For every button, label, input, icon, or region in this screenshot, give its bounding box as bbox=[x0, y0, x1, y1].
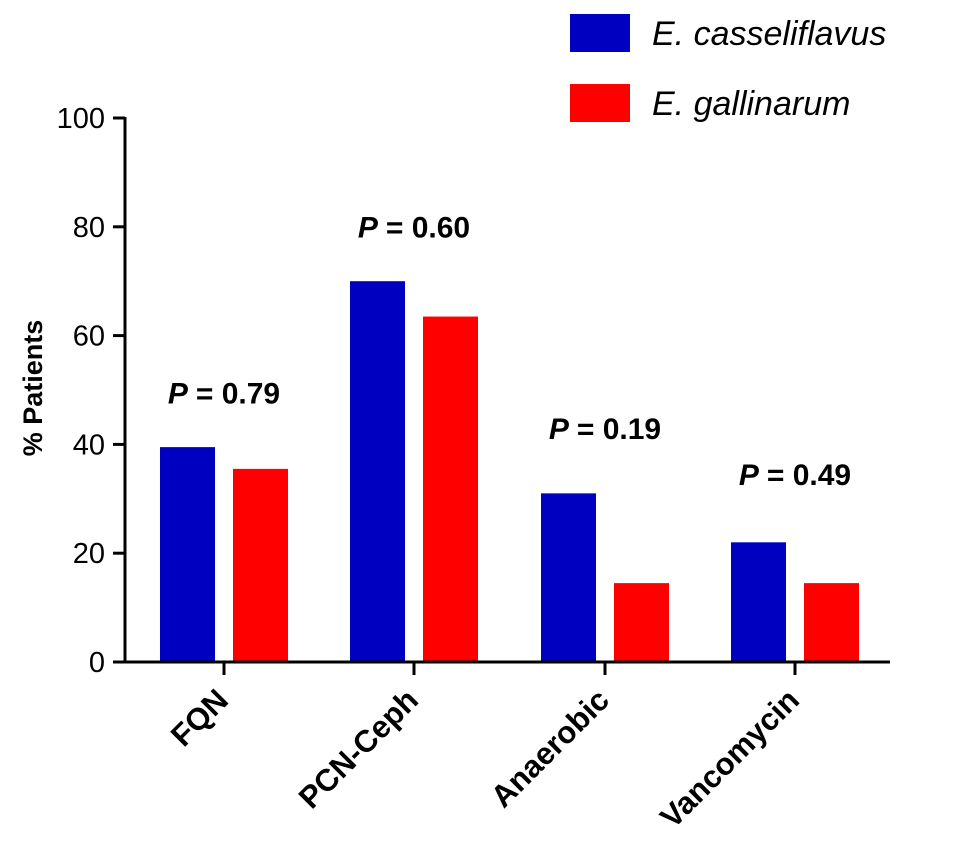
legend-label: E. gallinarum bbox=[652, 85, 850, 123]
bar-casseliflavus-anaerobic bbox=[541, 493, 596, 662]
bar-casseliflavus-fqn bbox=[160, 447, 215, 662]
p-symbol: P bbox=[739, 459, 760, 492]
x-tick-label: Anaerobic bbox=[484, 682, 616, 814]
p-value-annotation: P = 0.60 bbox=[358, 212, 470, 245]
legend: E. casseliflavus E. gallinarum bbox=[570, 14, 886, 123]
p-value-text: = 0.19 bbox=[577, 413, 661, 446]
x-tick-label: FQN bbox=[164, 682, 235, 753]
bar-gallinarum-pcn-ceph bbox=[423, 316, 478, 662]
y-tick-label: 60 bbox=[73, 321, 105, 353]
y-tick-label: 20 bbox=[73, 538, 105, 570]
p-value-text: = 0.49 bbox=[767, 459, 851, 492]
bar-gallinarum-anaerobic bbox=[614, 583, 669, 662]
p-symbol: P bbox=[168, 378, 189, 411]
bars bbox=[160, 281, 859, 662]
y-tick-label: 40 bbox=[73, 429, 105, 461]
bar-gallinarum-vancomycin bbox=[804, 583, 859, 662]
y-tick-label: 0 bbox=[89, 647, 105, 679]
x-tick-label: PCN-Ceph bbox=[292, 682, 425, 815]
p-value-text: = 0.79 bbox=[196, 378, 280, 411]
p-value-annotations: P = 0.79P = 0.60P = 0.19P = 0.49 bbox=[168, 212, 851, 493]
p-value-annotation: P = 0.19 bbox=[549, 413, 661, 446]
legend-label: E. casseliflavus bbox=[652, 15, 886, 53]
y-axis-label: % Patients bbox=[18, 320, 48, 457]
bar-casseliflavus-vancomycin bbox=[731, 542, 786, 662]
legend-swatch bbox=[570, 14, 630, 52]
p-symbol: P bbox=[358, 212, 379, 245]
x-axis: FQN PCN-Ceph Anaerobic Vancomycin bbox=[125, 660, 890, 835]
p-value-annotation: P = 0.79 bbox=[168, 378, 280, 411]
p-value-text: = 0.60 bbox=[386, 212, 470, 245]
bar-gallinarum-fqn bbox=[233, 468, 288, 662]
bar-casseliflavus-pcn-ceph bbox=[350, 281, 405, 662]
y-tick-label: 80 bbox=[73, 212, 105, 244]
legend-swatch bbox=[570, 84, 630, 122]
p-value-annotation: P = 0.49 bbox=[739, 459, 851, 492]
y-tick-label: 100 bbox=[57, 103, 105, 135]
p-symbol: P bbox=[549, 413, 570, 446]
x-tick-label: Vancomycin bbox=[653, 682, 806, 835]
y-axis: 0 20 40 60 80 100 bbox=[57, 103, 127, 679]
